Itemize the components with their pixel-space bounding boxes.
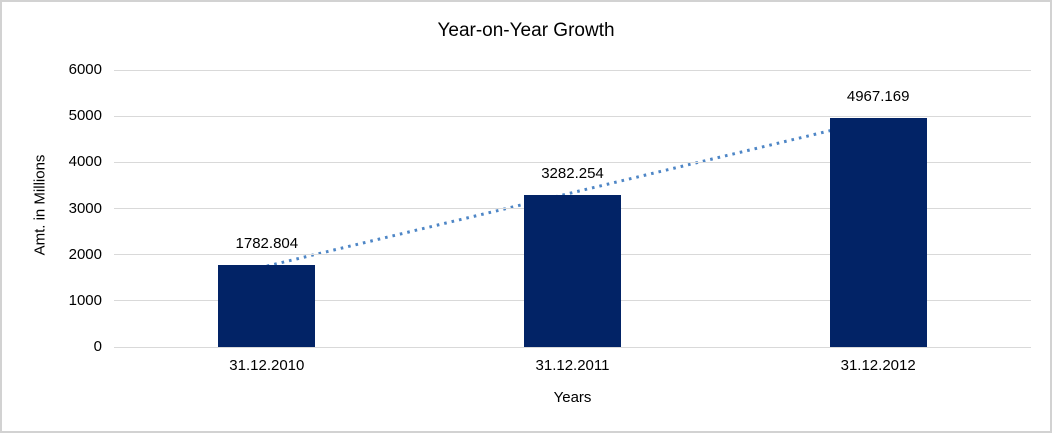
y-tick-label: 6000: [68, 61, 102, 78]
gridline: [114, 69, 1031, 71]
chart-title: Year-on-Year Growth: [437, 20, 615, 41]
y-tick-label: 5000: [68, 107, 102, 125]
x-axis-title: Years: [553, 389, 592, 406]
bar-value-label: 4967.169: [846, 87, 910, 105]
y-tick-label: 2000: [68, 245, 102, 263]
y-tick-label: 0: [93, 338, 102, 355]
bar: [829, 117, 927, 347]
x-tick-label: 31.12.2011: [535, 357, 610, 374]
bar: [524, 195, 621, 347]
gridline: [114, 161, 1031, 163]
bar-value-label: 3282.254: [541, 165, 604, 183]
x-tick-label: 31.12.2010: [229, 357, 305, 374]
gridline: [114, 115, 1031, 117]
gridline: [114, 346, 1031, 348]
y-tick-label: 1000: [68, 291, 102, 309]
bar: [218, 264, 316, 347]
bar-value-label: 1782.804: [235, 234, 299, 252]
y-tick-label: 4000: [68, 153, 102, 171]
y-tick-label: 3000: [68, 199, 102, 217]
x-tick-label: 31.12.2012: [840, 357, 916, 374]
